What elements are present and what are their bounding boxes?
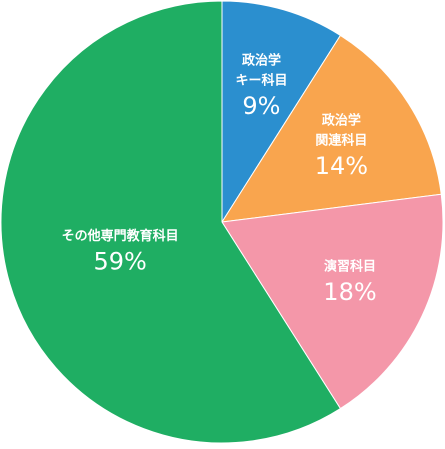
slice-label: 政治学: [322, 113, 361, 129]
slice-label: キー科目: [235, 73, 287, 89]
slice-label: 演習科目: [324, 259, 376, 275]
value-label: 9%: [242, 92, 280, 120]
value-label: 18%: [323, 278, 376, 306]
slice-label: その他専門教育科目: [62, 228, 179, 244]
slice-label: 政治学: [242, 53, 281, 69]
slice-label: 関連科目: [315, 133, 367, 149]
value-label: 14%: [315, 152, 368, 180]
pie-slice: [221, 193, 444, 410]
pie-slice: [221, 34, 442, 223]
pie-slice: [221, 0, 342, 224]
pie-slice: [0, 0, 342, 444]
value-label: 59%: [93, 248, 146, 276]
